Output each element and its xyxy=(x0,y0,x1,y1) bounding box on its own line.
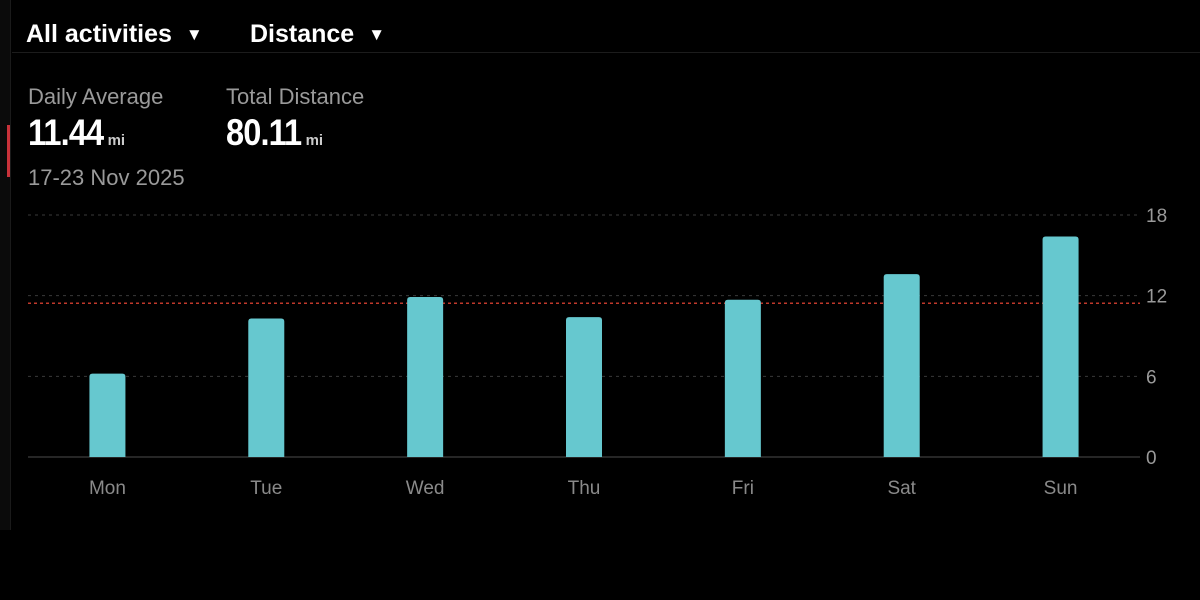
daily-average-unit: mi xyxy=(107,132,126,149)
daily-average-stat: Daily Average 11.44 mi xyxy=(28,84,163,154)
bar-wed xyxy=(407,297,444,457)
metric-dropdown-label: Distance xyxy=(250,20,355,48)
bar-sat xyxy=(883,274,920,457)
total-distance-value: 80.11 xyxy=(226,112,302,153)
bar-fri xyxy=(724,299,761,457)
selection-indicator xyxy=(7,125,10,177)
daily-average-value: 11.44 xyxy=(28,112,104,153)
x-tick-label: Fri xyxy=(732,478,754,499)
side-panel-edge xyxy=(0,0,11,530)
metric-dropdown[interactable]: Distance ▼ xyxy=(250,20,385,49)
total-distance-label: Total Distance xyxy=(226,84,365,109)
bar-mon xyxy=(89,373,126,457)
y-tick-label: 18 xyxy=(1146,206,1167,227)
caret-down-icon: ▼ xyxy=(185,24,203,44)
bar-sun xyxy=(1042,236,1079,457)
bar-thu xyxy=(566,317,602,457)
y-tick-label: 0 xyxy=(1146,448,1157,469)
y-tick-label: 12 xyxy=(1146,287,1167,308)
bar-tue xyxy=(248,318,285,457)
x-tick-label: Sun xyxy=(1044,478,1078,499)
activity-dropdown[interactable]: All activities ▼ xyxy=(26,20,203,49)
x-tick-label: Mon xyxy=(89,478,126,499)
total-distance-stat: Total Distance 80.11 mi xyxy=(226,84,364,154)
x-tick-label: Tue xyxy=(250,478,282,499)
x-tick-label: Wed xyxy=(406,478,445,499)
filter-bar: All activities ▼ Distance ▼ xyxy=(12,0,1200,53)
y-tick-label: 6 xyxy=(1146,367,1157,388)
x-tick-label: Sat xyxy=(887,478,916,499)
activity-dropdown-label: All activities xyxy=(26,20,172,48)
daily-average-label: Daily Average xyxy=(28,84,164,109)
total-distance-unit: mi xyxy=(305,132,324,149)
x-tick-label: Thu xyxy=(568,478,601,499)
caret-down-icon: ▼ xyxy=(368,24,386,44)
date-range: 17-23 Nov 2025 xyxy=(28,165,185,190)
